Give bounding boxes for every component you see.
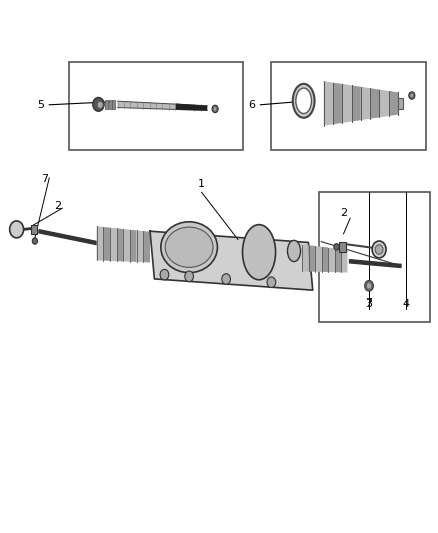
Polygon shape — [124, 229, 130, 262]
Bar — [106, 100, 108, 109]
Polygon shape — [137, 230, 143, 262]
Polygon shape — [97, 227, 103, 261]
Ellipse shape — [365, 280, 374, 291]
Text: 7: 7 — [41, 174, 49, 184]
Bar — [398, 98, 403, 109]
Polygon shape — [361, 87, 370, 120]
Bar — [271, 62, 426, 150]
Polygon shape — [302, 245, 309, 272]
Ellipse shape — [32, 238, 38, 244]
Bar — [32, 224, 37, 234]
Ellipse shape — [165, 227, 213, 268]
Ellipse shape — [296, 88, 311, 114]
Ellipse shape — [367, 282, 372, 289]
Polygon shape — [103, 227, 110, 261]
Polygon shape — [341, 249, 347, 273]
Ellipse shape — [293, 84, 314, 118]
Polygon shape — [370, 88, 379, 119]
Text: 6: 6 — [248, 100, 255, 110]
Text: 4: 4 — [403, 298, 410, 309]
Polygon shape — [321, 247, 328, 272]
Polygon shape — [333, 83, 343, 124]
Polygon shape — [350, 260, 401, 268]
Ellipse shape — [10, 221, 24, 238]
Ellipse shape — [243, 224, 276, 280]
Polygon shape — [315, 246, 321, 272]
Polygon shape — [117, 229, 124, 262]
Ellipse shape — [267, 277, 276, 287]
Ellipse shape — [409, 92, 415, 99]
Polygon shape — [352, 85, 361, 122]
Text: 7: 7 — [365, 298, 373, 308]
Ellipse shape — [222, 274, 230, 284]
Bar — [339, 241, 346, 252]
Ellipse shape — [93, 98, 104, 111]
Polygon shape — [324, 81, 333, 126]
Text: 3: 3 — [366, 298, 373, 309]
Ellipse shape — [213, 107, 217, 111]
Bar — [113, 100, 115, 109]
Polygon shape — [143, 231, 150, 263]
Text: 2: 2 — [54, 200, 61, 211]
Ellipse shape — [287, 240, 300, 262]
Polygon shape — [389, 91, 398, 116]
Text: 1: 1 — [198, 179, 205, 189]
Text: 5: 5 — [37, 100, 44, 110]
Ellipse shape — [212, 105, 218, 112]
Polygon shape — [176, 103, 207, 110]
Ellipse shape — [161, 222, 217, 273]
Ellipse shape — [185, 271, 194, 282]
Ellipse shape — [372, 241, 386, 258]
Bar — [319, 192, 430, 322]
Bar — [69, 62, 243, 150]
Polygon shape — [110, 228, 117, 261]
Polygon shape — [150, 231, 313, 290]
Polygon shape — [39, 230, 99, 245]
Bar — [109, 100, 112, 109]
Ellipse shape — [375, 245, 383, 254]
Ellipse shape — [334, 244, 339, 250]
Polygon shape — [379, 90, 389, 117]
Ellipse shape — [97, 101, 103, 109]
Ellipse shape — [410, 93, 413, 98]
Polygon shape — [130, 230, 137, 262]
Polygon shape — [335, 248, 341, 272]
Text: 2: 2 — [340, 208, 347, 218]
Polygon shape — [328, 248, 335, 272]
Polygon shape — [117, 101, 207, 110]
Ellipse shape — [160, 269, 169, 280]
Polygon shape — [343, 84, 352, 123]
Polygon shape — [309, 245, 315, 272]
